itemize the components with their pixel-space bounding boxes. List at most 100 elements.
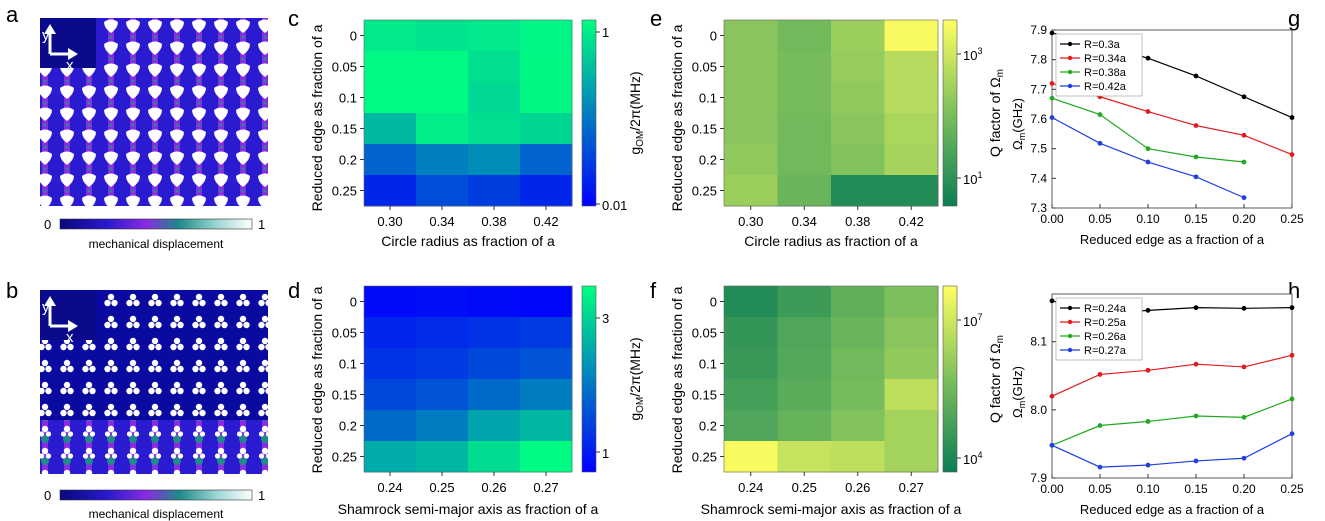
heatmap-cell xyxy=(884,317,939,349)
heatmap-cell xyxy=(724,286,778,318)
data-point xyxy=(1145,159,1151,165)
legend-label: R=0.27a xyxy=(1084,345,1127,357)
panel-b: b y x 0 1 mechanical displacement xyxy=(6,278,268,521)
heatmap-f xyxy=(723,285,939,473)
y-axis-label-g: Ωm(GHz) xyxy=(1010,98,1027,150)
heatmap-cell xyxy=(520,82,573,114)
colorbar-c-label: gOM/2π(MHz) xyxy=(627,71,646,154)
heatmap-cell xyxy=(364,317,417,349)
panel-g: g 0.00 0.05 0.10 0.15 0.20 0.25 7.3 7.4 7.5 7.6 7.… xyxy=(1010,6,1304,247)
x-tick-label: 0.20 xyxy=(1232,482,1256,496)
heatmap-cell xyxy=(364,348,417,380)
colorbar-b-min: 0 xyxy=(44,488,51,503)
panel-letter-c: c xyxy=(288,6,299,31)
heatmap-cell xyxy=(884,441,939,473)
heatmap-cell xyxy=(468,317,521,349)
heatmap-cell xyxy=(777,286,832,318)
y-tick-label: 0.2 xyxy=(339,419,357,434)
y-tick-label: 7.3 xyxy=(1030,201,1047,215)
heatmap-cell xyxy=(416,348,469,380)
x-axis-label-f: Shamrock semi-major axis as fraction of … xyxy=(701,501,962,517)
data-point xyxy=(1289,152,1295,158)
y-tick-label: 7.8 xyxy=(1030,53,1047,67)
heatmap-c xyxy=(363,19,573,207)
heatmap-cell xyxy=(831,410,885,442)
data-point xyxy=(1241,94,1247,100)
heatmap-cell xyxy=(884,379,939,411)
y-tick-label: 0 xyxy=(710,29,717,44)
colorbar-d-label: gOM/2π(MHz) xyxy=(627,337,646,420)
heatmap-cell xyxy=(468,51,521,83)
x-axis-label-c: Circle radius as fraction of a xyxy=(381,233,555,249)
y-tick-label: 7.9 xyxy=(1030,23,1047,37)
colorbar-e-label: Q factor of Ωm xyxy=(987,69,1006,157)
series-line xyxy=(1051,433,1293,468)
data-point xyxy=(1145,146,1151,152)
line-chart-h: 0.00 0.05 0.10 0.15 0.20 0.25 7.9 8.0 8.1 R=0.24a… xyxy=(1030,293,1304,496)
y-ticks-e: 0 0.05 0.1 0.15 0.2 0.25 xyxy=(692,29,724,199)
x-arrowhead-icon xyxy=(68,320,78,332)
plot-frame xyxy=(363,285,573,473)
y-tick-label: 0.2 xyxy=(699,419,717,434)
heatmap-cell xyxy=(831,317,885,349)
data-point xyxy=(1145,419,1151,424)
x-tick-label: 0.42 xyxy=(533,214,558,229)
colorbar-d xyxy=(581,285,597,473)
heatmap-cell xyxy=(364,144,417,176)
y-arrowhead-icon xyxy=(44,296,56,306)
heatmap-cell xyxy=(468,82,521,114)
x-tick-label: 0.25 xyxy=(1280,482,1304,496)
colorbar-c xyxy=(581,19,597,207)
colorbar-e-tick-label: 101 xyxy=(963,170,982,187)
heatmap-cell xyxy=(831,348,885,380)
legend-label: R=0.34a xyxy=(1084,53,1127,65)
heatmap-cell xyxy=(724,82,778,114)
heatmap-cell xyxy=(468,286,521,318)
data-point xyxy=(1193,361,1199,367)
data-point xyxy=(1193,413,1199,419)
x-tick-label: 0.20 xyxy=(1232,212,1256,226)
heatmap-cell xyxy=(468,175,521,207)
y-tick-label: 0.25 xyxy=(692,184,717,199)
legend-label: R=0.3a xyxy=(1084,39,1121,51)
data-point xyxy=(1145,109,1151,114)
heatmap-cell xyxy=(520,379,573,411)
y-tick-label: 8.1 xyxy=(1030,335,1047,349)
data-point xyxy=(1145,367,1151,373)
colorbar-e xyxy=(942,19,958,207)
x-ticks-c: 0.30 0.34 0.38 0.42 xyxy=(377,206,559,229)
heatmap-cell xyxy=(520,144,573,176)
heatmap-cell xyxy=(777,20,832,52)
data-point xyxy=(1241,455,1247,461)
heatmap-cell xyxy=(777,348,832,380)
line-chart-g: 0.00 0.05 0.10 0.15 0.20 0.25 7.3 7.4 7.5 7.6 7.7 7… xyxy=(1030,23,1304,226)
panel-letter-f: f xyxy=(650,278,657,303)
y-ticks-c: 0 0.05 0.1 0.15 0.2 0.25 xyxy=(332,29,364,199)
mode-profile-b-edge xyxy=(40,420,268,474)
data-point xyxy=(1241,159,1247,165)
y-tick-label: 0.1 xyxy=(699,91,717,106)
x-tick-label: 0.26 xyxy=(845,480,870,495)
panel-c: c 0.30 0.34 0.38 0.42 0 0.05 0.1 0.15 0.2 0.25 C… xyxy=(288,6,646,249)
panel-e: e 0.30 0.34 0.38 0.42 0 0.05 0.1 0.15 0.2 0.25 C… xyxy=(650,6,1006,249)
data-point xyxy=(1097,423,1103,428)
heatmap-cell xyxy=(416,175,469,207)
heatmap-cell xyxy=(416,82,469,114)
legend-marker xyxy=(1067,305,1073,311)
heatmap-cell xyxy=(520,286,573,318)
data-point xyxy=(1289,431,1295,437)
y-tick-label: 0.15 xyxy=(332,388,357,403)
heatmap-cell xyxy=(724,317,778,349)
data-point xyxy=(1193,154,1199,160)
heatmap-cell xyxy=(724,51,778,83)
x-tick-label: 0.00 xyxy=(1040,212,1064,226)
colorbar-f-label: Q factor of Ωm xyxy=(987,335,1006,423)
colorbar-a-max: 1 xyxy=(258,217,265,232)
heatmap-cell xyxy=(884,286,939,318)
heatmap-cell xyxy=(520,113,573,145)
data-point xyxy=(1049,298,1055,304)
x-axis-label-e: Circle radius as fraction of a xyxy=(744,233,918,249)
heatmap-cell xyxy=(520,410,573,442)
legend-marker xyxy=(1067,55,1073,61)
data-point xyxy=(1241,414,1247,420)
